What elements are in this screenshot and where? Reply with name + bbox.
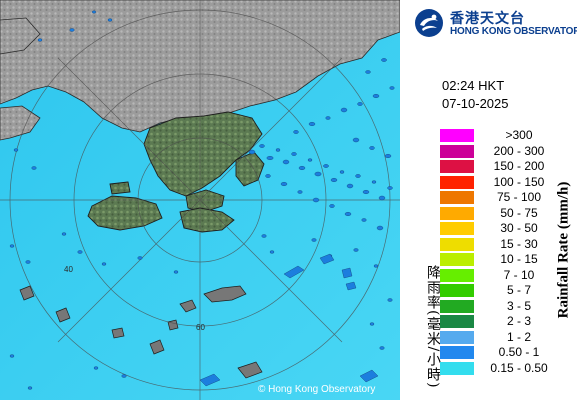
legend-label: 10 - 15 [500,252,538,266]
chek-lap-kok [109,181,131,195]
range-ring-label: 40 [64,265,73,274]
legend-item: 150 - 200 [440,159,560,174]
timestamp-date: 07-10-2025 [442,96,509,111]
legend-swatch [440,222,474,235]
legend-label: >300 [505,128,533,142]
legend-item: 2 - 3 [440,314,560,329]
range-rings [0,0,400,400]
legend-label: 150 - 200 [493,159,545,173]
legend-item: 0.50 - 1 [440,345,560,360]
hko-logo-icon [415,9,443,37]
legend-item: >300 [440,128,560,143]
legend-label: 75 - 100 [496,190,542,204]
legend-label: 2 - 3 [506,314,531,328]
legend-label: 5 - 7 [506,283,531,297]
legend-item: 75 - 100 [440,190,560,205]
island [55,307,71,323]
legend-swatch [440,284,474,297]
legend-item: 15 - 30 [440,237,560,252]
copyright-text: © Hong Kong Observatory [258,384,376,395]
rainfall-legend: >300 200 - 300 150 - 200 100 - 150 75 - 100 5… [440,128,560,378]
legend-label: 1 - 2 [506,329,531,344]
legend-item: 30 - 50 [440,221,560,236]
legend-label: 7 - 10 [503,267,535,282]
legend-item: 5 - 7 [440,283,560,298]
legend-label: 0.15 - 0.50 [490,360,548,375]
range-ring-label: 60 [196,323,205,332]
legend-item: 10 - 15 [440,252,560,267]
island [237,361,263,379]
radar-map: 40 60 [0,0,400,400]
legend-label: 100 - 150 [493,174,545,189]
legend-swatch [440,160,474,173]
island [179,299,197,313]
island [19,285,35,301]
island [167,319,179,331]
legend-label: 0.50 - 1 [498,345,540,359]
legend-label: 30 - 50 [500,221,538,235]
legend-swatch [440,315,474,328]
legend-item: 100 - 150 [440,175,560,190]
logo-chinese: 香港天文台 [450,11,525,27]
legend-swatch [440,346,474,359]
island [149,339,165,355]
legend-swatch [440,206,474,220]
legend-swatch [440,330,474,344]
legend-item: 0.15 - 0.50 [440,361,560,376]
legend-label: 50 - 75 [500,205,538,220]
legend-swatch [440,268,474,282]
timestamp-time: 02:24 HKT [442,78,505,93]
legend-title-chinese: 降雨率(毫米/小時) [425,265,441,389]
legend-swatch [440,129,474,142]
hong-kong-island [179,207,235,233]
legend-swatch [440,144,474,158]
legend-swatch [440,361,474,375]
legend-swatch [440,299,474,313]
new-territories [143,111,263,197]
legend-swatch [440,175,474,189]
lantau-island [87,195,163,231]
hko-logo: 香港天文台 HONG KONG OBSERVATORY [412,6,577,40]
island [111,327,125,339]
legend-label: 3 - 5 [506,298,531,313]
legend-swatch [440,237,474,251]
legend-item: 7 - 10 [440,268,560,283]
legend-label: 15 - 30 [500,236,538,251]
legend-item: 3 - 5 [440,299,560,314]
legend-panel: 香港天文台 HONG KONG OBSERVATORY 02:24 HKT 07… [400,0,577,400]
legend-swatch [440,253,474,266]
legend-swatch [440,191,474,204]
legend-item: 1 - 2 [440,330,560,345]
mainland-land [0,17,41,55]
legend-item: 200 - 300 [440,144,560,159]
legend-label: 200 - 300 [493,143,545,158]
legend-title-english: Rainfall Rate (mm/h) [555,181,572,319]
logo-english: HONG KONG OBSERVATORY [450,26,577,37]
island [203,285,247,303]
rain-echoes [9,10,395,390]
legend-item: 50 - 75 [440,206,560,221]
